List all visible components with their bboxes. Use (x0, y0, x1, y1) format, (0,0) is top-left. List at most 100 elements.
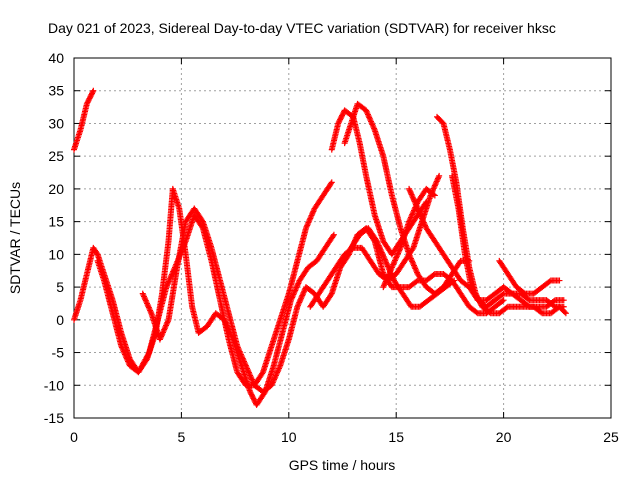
data-point (486, 309, 493, 316)
y-tick-label: 40 (48, 50, 64, 66)
data-point (451, 277, 458, 284)
y-tick-label: -10 (44, 377, 64, 393)
data-point (560, 297, 567, 304)
data-point (520, 289, 527, 296)
y-tick-label: 25 (48, 148, 64, 164)
data-point (335, 119, 342, 126)
data-point (538, 309, 545, 316)
data-point (199, 217, 206, 224)
data-point (499, 291, 506, 298)
data-point (251, 396, 258, 403)
data-point (470, 289, 477, 296)
series-trace-13 (496, 257, 563, 297)
data-point (249, 392, 256, 399)
y-tick-label: 30 (48, 115, 64, 131)
data-point (430, 271, 437, 278)
x-tick-label: 20 (496, 429, 512, 445)
data-marks (71, 87, 569, 408)
data-point (503, 304, 510, 311)
data-point (247, 388, 254, 395)
data-point (84, 99, 91, 106)
data-point (339, 112, 346, 119)
data-point (330, 233, 337, 240)
y-tick-label: 10 (48, 246, 64, 262)
data-point (89, 89, 96, 96)
series-trace-12 (449, 172, 567, 310)
data-point (259, 370, 266, 377)
data-point (550, 298, 557, 305)
data-point (500, 297, 507, 304)
data-point (469, 286, 476, 293)
data-point (85, 96, 92, 103)
data-point (449, 278, 456, 285)
x-axis-label: GPS time / hours (289, 457, 396, 473)
x-tick-label: 25 (603, 429, 619, 445)
data-point (436, 172, 443, 179)
plot-frame (73, 57, 612, 419)
data-point (88, 91, 95, 98)
data-point (327, 180, 334, 187)
data-point (525, 296, 532, 303)
data-point (409, 246, 416, 253)
y-tick-label: 0 (56, 312, 64, 328)
data-point (335, 120, 342, 127)
data-point (338, 113, 345, 120)
y-axis-label: SDTVAR / TECUs (7, 182, 23, 294)
data-point (422, 200, 429, 207)
data-point (561, 309, 568, 316)
data-point (423, 199, 430, 205)
data-point (470, 288, 477, 295)
axis-ticks: 0 5 10 15 20 25 -15 -10 -5 0 5 10 15 20 25 30 35 40 (44, 50, 619, 445)
y-tick-label: -5 (52, 345, 65, 361)
data-point (472, 293, 479, 300)
data-point (250, 395, 257, 402)
data-point (430, 191, 437, 198)
data-point (90, 87, 97, 94)
data-point (473, 294, 480, 301)
data-point (89, 90, 96, 97)
data-point (87, 92, 94, 99)
data-point (93, 250, 100, 257)
data-point (431, 192, 438, 199)
data-point (327, 291, 334, 298)
x-tick-label: 10 (281, 429, 297, 445)
data-point (330, 231, 337, 238)
data-point (525, 302, 532, 309)
data-point (83, 100, 90, 107)
data-point (562, 310, 569, 317)
data-point (473, 309, 480, 316)
series-trace-8 (339, 225, 458, 310)
y-tick-label: 35 (48, 83, 64, 99)
series-trace-1 (71, 87, 97, 153)
data-point (413, 278, 420, 285)
x-tick-label: 0 (70, 429, 78, 445)
data-point (546, 278, 553, 285)
data-point (339, 111, 346, 118)
chart-title: Day 021 of 2023, Sidereal Day-to-day VTE… (48, 20, 556, 36)
data-point (247, 390, 254, 397)
y-tick-label: 20 (48, 181, 64, 197)
data-point (468, 284, 475, 291)
y-tick-label: 5 (56, 279, 64, 295)
data-point (337, 116, 344, 123)
data-point (499, 298, 506, 305)
y-tick-label: -15 (44, 410, 64, 426)
data-point (556, 277, 563, 284)
data-point (337, 115, 344, 122)
data-point (85, 98, 92, 105)
data-point (469, 285, 476, 292)
data-point (336, 117, 343, 124)
data-point (248, 391, 255, 398)
data-point (249, 394, 256, 401)
data-point (472, 291, 479, 298)
data-point (328, 179, 335, 186)
data-point (87, 94, 94, 101)
data-point (86, 95, 93, 102)
x-tick-label: 15 (388, 429, 404, 445)
data-point (471, 290, 478, 297)
series-trace-9 (380, 185, 438, 291)
y-tick-label: 15 (48, 214, 64, 230)
x-tick-label: 5 (178, 429, 186, 445)
